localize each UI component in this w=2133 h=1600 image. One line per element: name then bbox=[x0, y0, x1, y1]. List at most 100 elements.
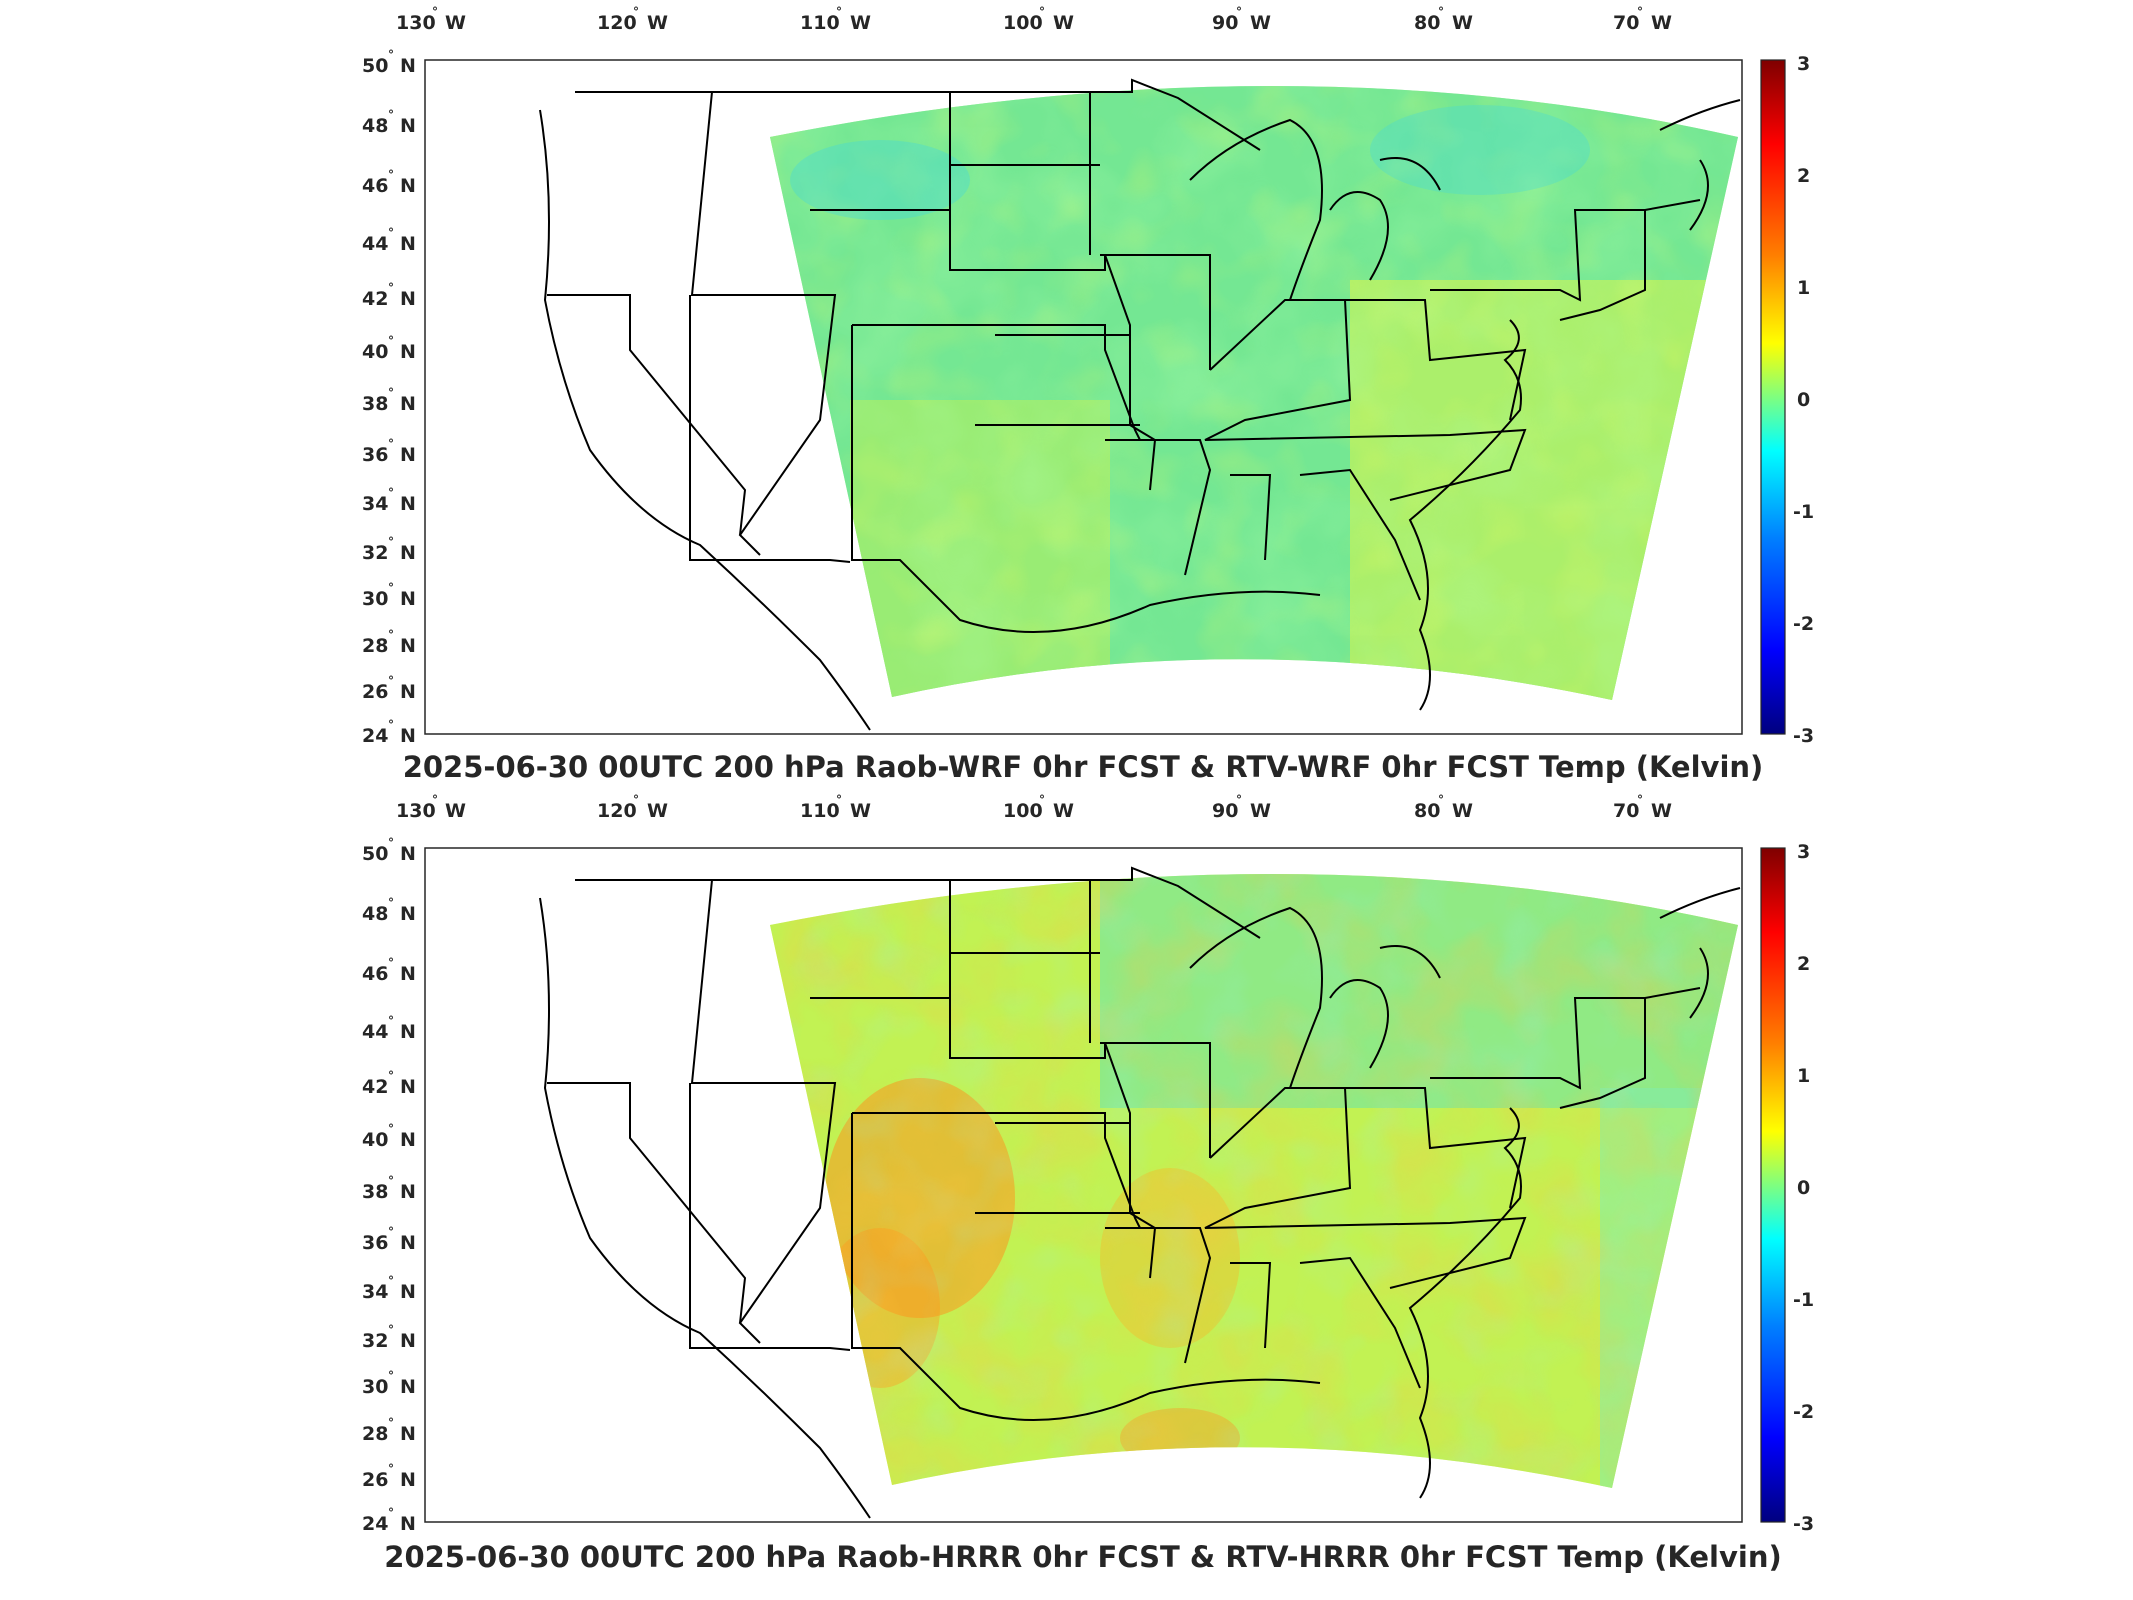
svg-text:°: ° bbox=[432, 793, 438, 807]
svg-text:W: W bbox=[850, 12, 871, 34]
svg-text:°: ° bbox=[1236, 5, 1242, 19]
map-figure: 130 ° W 120 ° W 110 ° W 100 ° W 90 ° W 8… bbox=[362, 793, 1814, 1574]
svg-text:30: 30 bbox=[362, 1376, 388, 1398]
svg-text:W: W bbox=[1452, 12, 1473, 34]
svg-text:N: N bbox=[400, 1376, 416, 1398]
svg-text:°: ° bbox=[388, 168, 394, 182]
svg-text:°: ° bbox=[388, 226, 394, 240]
svg-text:38: 38 bbox=[362, 393, 388, 415]
map-figure: 130 ° W 120 ° W 110 ° W 100 ° W 90 ° W 8… bbox=[362, 5, 1814, 784]
svg-text:90: 90 bbox=[1212, 800, 1238, 822]
svg-text:°: ° bbox=[1039, 5, 1045, 19]
colorbar-tick: 3 bbox=[1797, 841, 1810, 863]
svg-text:130: 130 bbox=[396, 800, 436, 822]
longitude-tick-labels: 130 ° W 120 ° W 110 ° W 100 ° W 90 ° W 8… bbox=[396, 5, 1672, 34]
svg-text:°: ° bbox=[388, 437, 394, 451]
svg-text:°: ° bbox=[388, 1416, 394, 1430]
svg-text:N: N bbox=[400, 1181, 416, 1203]
svg-text:36: 36 bbox=[362, 1232, 388, 1254]
svg-text:°: ° bbox=[388, 628, 394, 642]
colorbar-tick: 1 bbox=[1797, 1065, 1810, 1087]
svg-text:W: W bbox=[647, 12, 668, 34]
svg-text:°: ° bbox=[388, 1225, 394, 1239]
svg-text:°: ° bbox=[388, 281, 394, 295]
svg-text:42: 42 bbox=[362, 1076, 388, 1098]
latitude-tick-labels: 50 ° N 48 ° N 46 ° N 44 ° N 42 ° N 40 ° N 38 ° N 36 ° N … bbox=[362, 48, 416, 747]
svg-text:48: 48 bbox=[362, 903, 388, 925]
svg-text:°: ° bbox=[388, 1274, 394, 1288]
svg-text:°: ° bbox=[388, 48, 394, 62]
svg-text:40: 40 bbox=[362, 1129, 388, 1151]
svg-text:N: N bbox=[400, 963, 416, 985]
svg-text:34: 34 bbox=[362, 1281, 388, 1303]
svg-text:°: ° bbox=[388, 1369, 394, 1383]
svg-text:°: ° bbox=[1236, 793, 1242, 807]
svg-text:44: 44 bbox=[362, 233, 388, 255]
latitude-tick-labels: 50 ° N 48 ° N 46 ° N 44 ° N 42 ° N 40 ° N 38 ° N 36 ° N … bbox=[362, 836, 416, 1535]
svg-text:N: N bbox=[400, 493, 416, 515]
svg-text:°: ° bbox=[388, 1014, 394, 1028]
svg-text:N: N bbox=[400, 233, 416, 255]
svg-text:N: N bbox=[400, 843, 416, 865]
svg-text:N: N bbox=[400, 681, 416, 703]
svg-text:°: ° bbox=[1438, 793, 1444, 807]
svg-text:°: ° bbox=[836, 5, 842, 19]
svg-text:N: N bbox=[400, 903, 416, 925]
svg-text:N: N bbox=[400, 588, 416, 610]
svg-text:50: 50 bbox=[362, 843, 388, 865]
colorbar-tick: -2 bbox=[1793, 613, 1814, 635]
state-boundaries bbox=[539, 78, 1741, 731]
svg-text:°: ° bbox=[1637, 793, 1643, 807]
svg-text:N: N bbox=[400, 1021, 416, 1043]
svg-text:°: ° bbox=[388, 1122, 394, 1136]
svg-text:W: W bbox=[1651, 12, 1672, 34]
svg-text:°: ° bbox=[388, 674, 394, 688]
svg-text:28: 28 bbox=[362, 635, 388, 657]
svg-text:N: N bbox=[400, 115, 416, 137]
svg-text:N: N bbox=[400, 725, 416, 747]
svg-text:30: 30 bbox=[362, 588, 388, 610]
svg-text:N: N bbox=[400, 1076, 416, 1098]
svg-text:N: N bbox=[400, 1129, 416, 1151]
svg-text:N: N bbox=[400, 341, 416, 363]
svg-text:38: 38 bbox=[362, 1181, 388, 1203]
svg-text:24: 24 bbox=[362, 725, 388, 747]
svg-text:N: N bbox=[400, 288, 416, 310]
svg-text:°: ° bbox=[1039, 793, 1045, 807]
svg-text:°: ° bbox=[388, 108, 394, 122]
svg-text:N: N bbox=[400, 1513, 416, 1535]
great-lakes-outline bbox=[1189, 118, 1323, 301]
svg-text:32: 32 bbox=[362, 542, 388, 564]
svg-text:W: W bbox=[1250, 800, 1271, 822]
colorbar-tick: -2 bbox=[1793, 1401, 1814, 1423]
longitude-tick-labels: 130 ° W 120 ° W 110 ° W 100 ° W 90 ° W 8… bbox=[396, 793, 1672, 822]
colorbar-tick: -1 bbox=[1793, 1289, 1814, 1311]
colorbar-tick: 0 bbox=[1797, 389, 1810, 411]
svg-text:°: ° bbox=[388, 1174, 394, 1188]
svg-text:W: W bbox=[1053, 800, 1074, 822]
svg-text:100: 100 bbox=[1003, 800, 1043, 822]
svg-text:N: N bbox=[400, 1330, 416, 1352]
svg-text:50: 50 bbox=[362, 55, 388, 77]
lon-tick-110: 110 bbox=[800, 12, 840, 34]
svg-text:°: ° bbox=[1438, 5, 1444, 19]
svg-text:24: 24 bbox=[362, 1513, 388, 1535]
svg-text:N: N bbox=[400, 1469, 416, 1491]
svg-text:°: ° bbox=[388, 386, 394, 400]
svg-text:°: ° bbox=[633, 5, 639, 19]
svg-text:°: ° bbox=[388, 1069, 394, 1083]
svg-text:°: ° bbox=[388, 1462, 394, 1476]
svg-text:°: ° bbox=[388, 1506, 394, 1520]
panel-title: 2025-06-30 00UTC 200 hPa Raob-HRRR 0hr F… bbox=[384, 1540, 1781, 1574]
colorbar-tick: -3 bbox=[1793, 1513, 1814, 1535]
svg-text:42: 42 bbox=[362, 288, 388, 310]
map-panel-hrrr: 130 ° W 120 ° W 110 ° W 100 ° W 90 ° W 8… bbox=[0, 788, 2133, 1588]
svg-text:44: 44 bbox=[362, 1021, 388, 1043]
state-boundaries bbox=[539, 866, 1741, 1519]
svg-text:32: 32 bbox=[362, 1330, 388, 1352]
temperature-difference-field bbox=[770, 874, 1738, 1488]
northern-border bbox=[575, 78, 1261, 151]
lon-tick-70: 70 bbox=[1613, 12, 1639, 34]
svg-text:°: ° bbox=[432, 5, 438, 19]
svg-text:N: N bbox=[400, 175, 416, 197]
